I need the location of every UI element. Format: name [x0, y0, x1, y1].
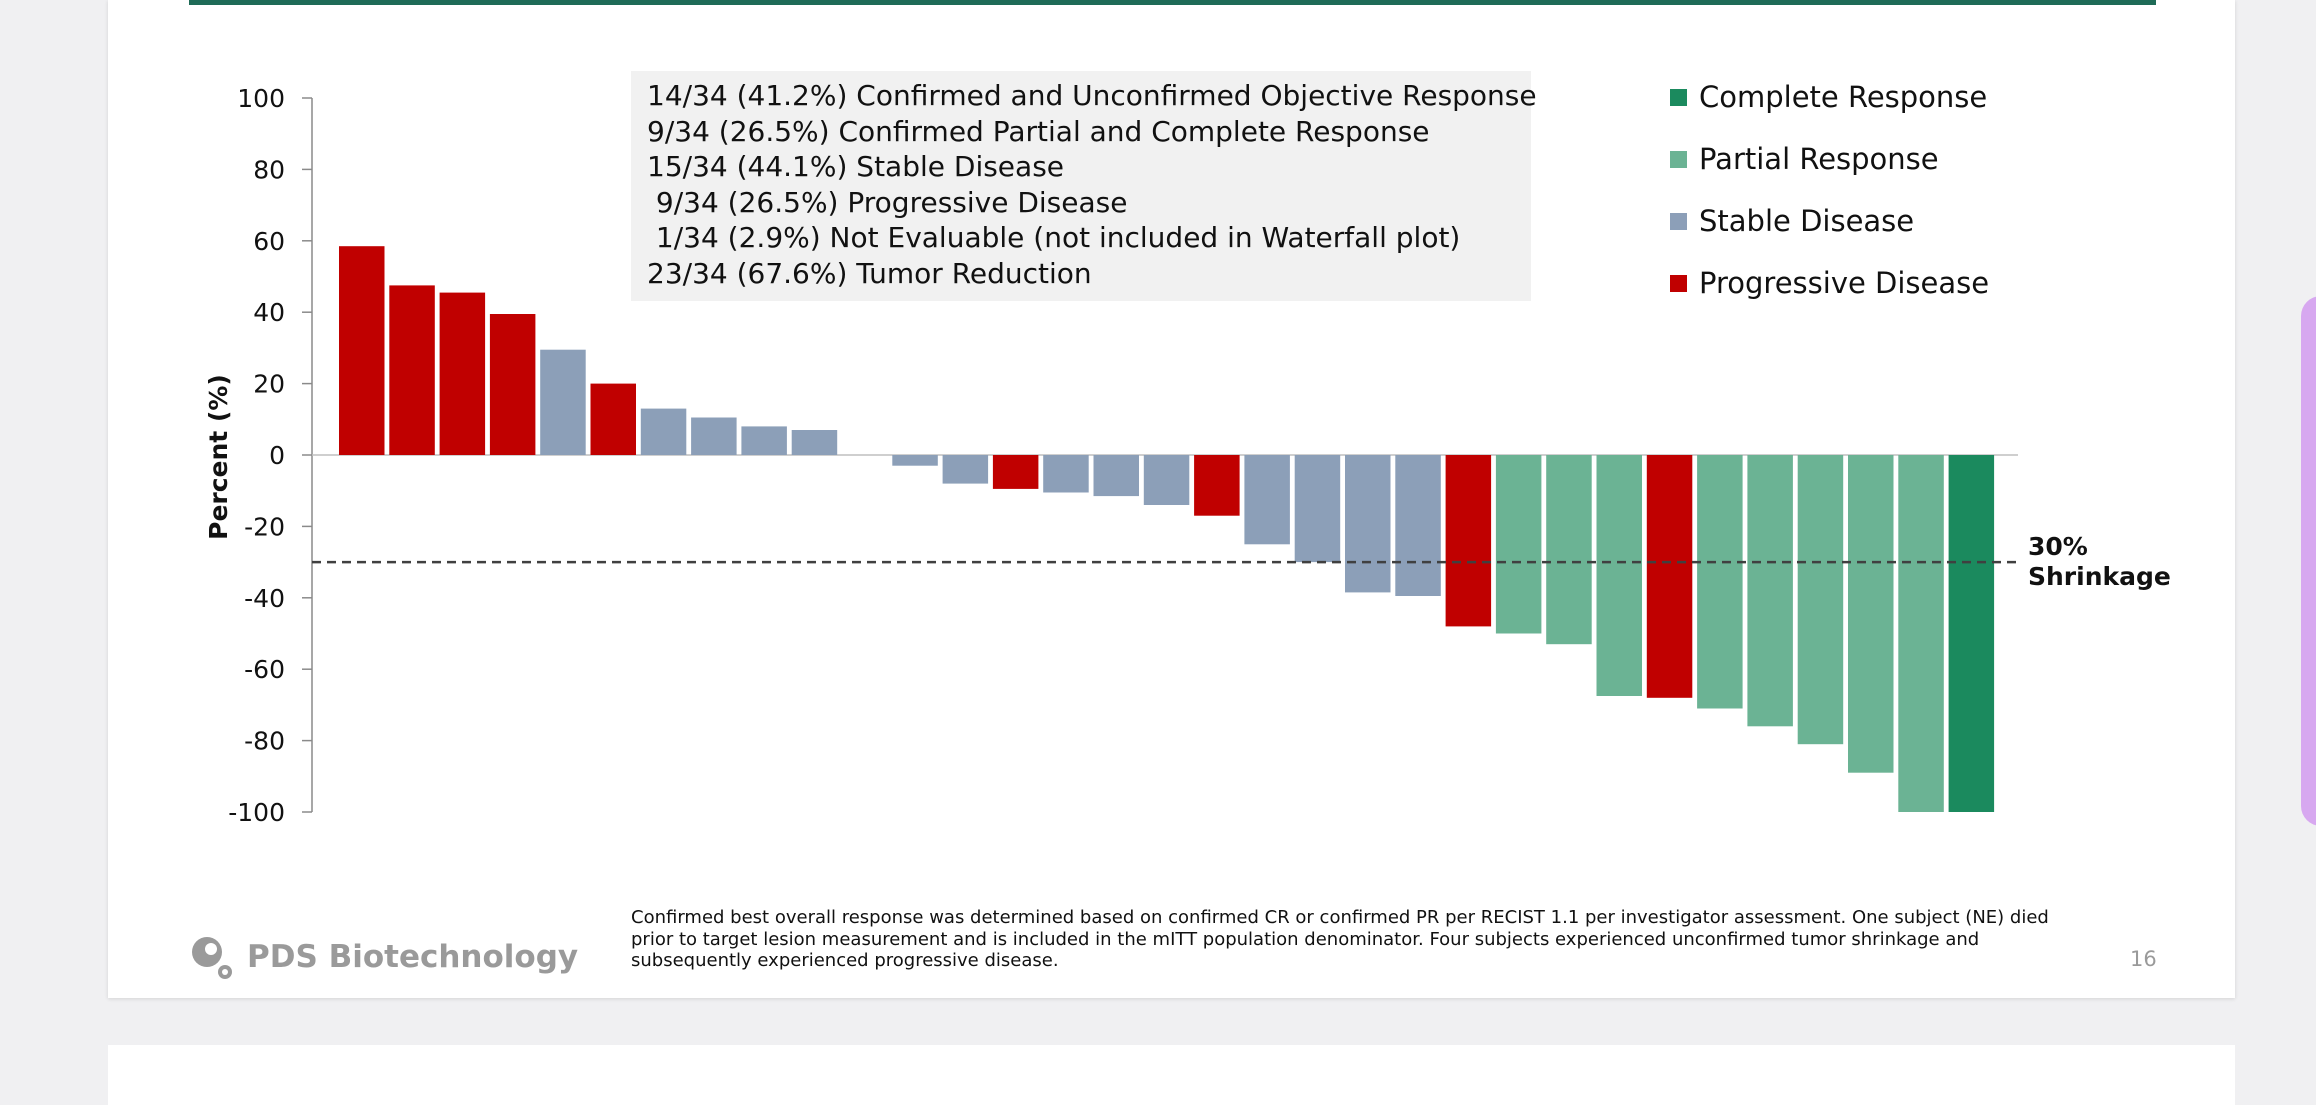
waterfall-bar: [439, 292, 486, 455]
waterfall-bar: [540, 349, 586, 455]
logo-text: PDS Biotechnology: [247, 939, 579, 975]
waterfall-bar: [1646, 455, 1693, 698]
reference-line-group: 30%Shrinkage: [312, 532, 2171, 591]
response-summary-box: 14/34 (41.2%) Confirmed and Unconfirmed …: [631, 71, 1537, 301]
y-tick-label: -60: [244, 655, 285, 684]
waterfall-bar: [791, 430, 838, 455]
waterfall-bar: [691, 417, 737, 455]
waterfall-bar: [1546, 455, 1592, 645]
waterfall-bar: [489, 314, 536, 455]
waterfall-bar: [741, 426, 787, 455]
waterfall-bar: [1194, 455, 1240, 516]
legend-label: Partial Response: [1699, 142, 1939, 176]
waterfall-bar: [892, 455, 938, 466]
y-tick-label: 60: [253, 227, 285, 256]
legend-swatch: [1670, 212, 1687, 230]
legend-swatch: [1670, 88, 1687, 106]
y-tick-label: 80: [253, 155, 285, 184]
y-tick-label: -80: [244, 727, 285, 756]
waterfall-bar: [1596, 455, 1642, 696]
waterfall-bar: [992, 455, 1039, 489]
waterfall-bar: [1747, 455, 1793, 727]
waterfall-bar: [1948, 455, 1995, 812]
y-tick-label: -40: [244, 584, 285, 613]
y-axis-label: Percent (%): [204, 374, 233, 540]
waterfall-bar: [1043, 455, 1089, 493]
y-tick-label: 20: [253, 370, 285, 399]
slide-top-accent-bar: [189, 0, 2156, 5]
waterfall-bar: [1848, 455, 1894, 773]
shrinkage-label: 30%: [2028, 532, 2088, 561]
y-axis-ticks: 100 80 60 40 20 0 -20 -40 -60 -80 -100: [228, 84, 312, 827]
summary-line-progressive-disease: 9/34 (26.5%) Progressive Disease: [647, 185, 1128, 219]
waterfall-bar: [1495, 455, 1542, 634]
y-tick-label: 100: [237, 84, 285, 113]
company-logo: PDS Biotechnology: [187, 932, 578, 982]
waterfall-bar: [1244, 455, 1290, 545]
footnote: Confirmed best overall response was dete…: [631, 907, 2049, 971]
y-tick-label: -20: [244, 512, 285, 541]
pds-logo-icon: [192, 937, 232, 979]
waterfall-bar: [389, 285, 435, 455]
y-tick-label: 0: [269, 441, 285, 470]
waterfall-bar: [1445, 455, 1492, 627]
waterfall-bar: [1697, 455, 1743, 709]
y-tick-label: 40: [253, 298, 285, 327]
side-panel-handle[interactable]: [2301, 296, 2316, 826]
legend-swatch: [1670, 150, 1687, 168]
page-number: 16: [2130, 947, 2157, 971]
chart-legend: Complete Response Partial Response Stabl…: [1670, 80, 2010, 330]
legend-label: Complete Response: [1699, 80, 1988, 114]
legend-item-complete-response: Complete Response: [1670, 80, 2010, 114]
waterfall-bar: [1143, 455, 1190, 505]
legend-label: Stable Disease: [1699, 204, 1915, 238]
summary-line-not-evaluable: 1/34 (2.9%) Not Evaluable (not included …: [647, 221, 1461, 254]
summary-line-tumor-reduction: 23/34 (67.6%) Tumor Reduction: [647, 256, 1092, 290]
waterfall-bar: [339, 246, 385, 455]
waterfall-bar: [1345, 455, 1391, 593]
y-tick-label: -100: [228, 798, 285, 827]
waterfall-bar: [590, 383, 636, 455]
waterfall-chart: 100 80 60 40 20 0 -20 -40 -60 -80 -100 30%Shrinkag…: [204, 84, 2171, 827]
bars: [339, 246, 1995, 812]
waterfall-bar: [942, 455, 989, 484]
waterfall-bar: [1294, 455, 1341, 563]
legend-item-stable-disease: Stable Disease: [1670, 204, 2010, 238]
summary-line-confirmed-response: 9/34 (26.5%) Confirmed Partial and Compl…: [647, 114, 1430, 148]
legend-label: Progressive Disease: [1699, 266, 1990, 300]
summary-line-objective-response: 14/34 (41.2%) Confirmed and Unconfirmed …: [647, 79, 1537, 112]
legend-item-partial-response: Partial Response: [1670, 142, 2010, 176]
summary-line-stable-disease: 15/34 (44.1%) Stable Disease: [647, 150, 1065, 183]
legend-swatch: [1670, 274, 1687, 292]
legend-item-progressive-disease: Progressive Disease: [1670, 266, 2010, 300]
shrinkage-label: Shrinkage: [2028, 562, 2171, 591]
waterfall-bar: [640, 408, 687, 455]
waterfall-bar: [1395, 455, 1441, 596]
waterfall-bar: [1797, 455, 1844, 745]
waterfall-bar: [1093, 455, 1139, 497]
waterfall-bar: [1898, 455, 1944, 812]
